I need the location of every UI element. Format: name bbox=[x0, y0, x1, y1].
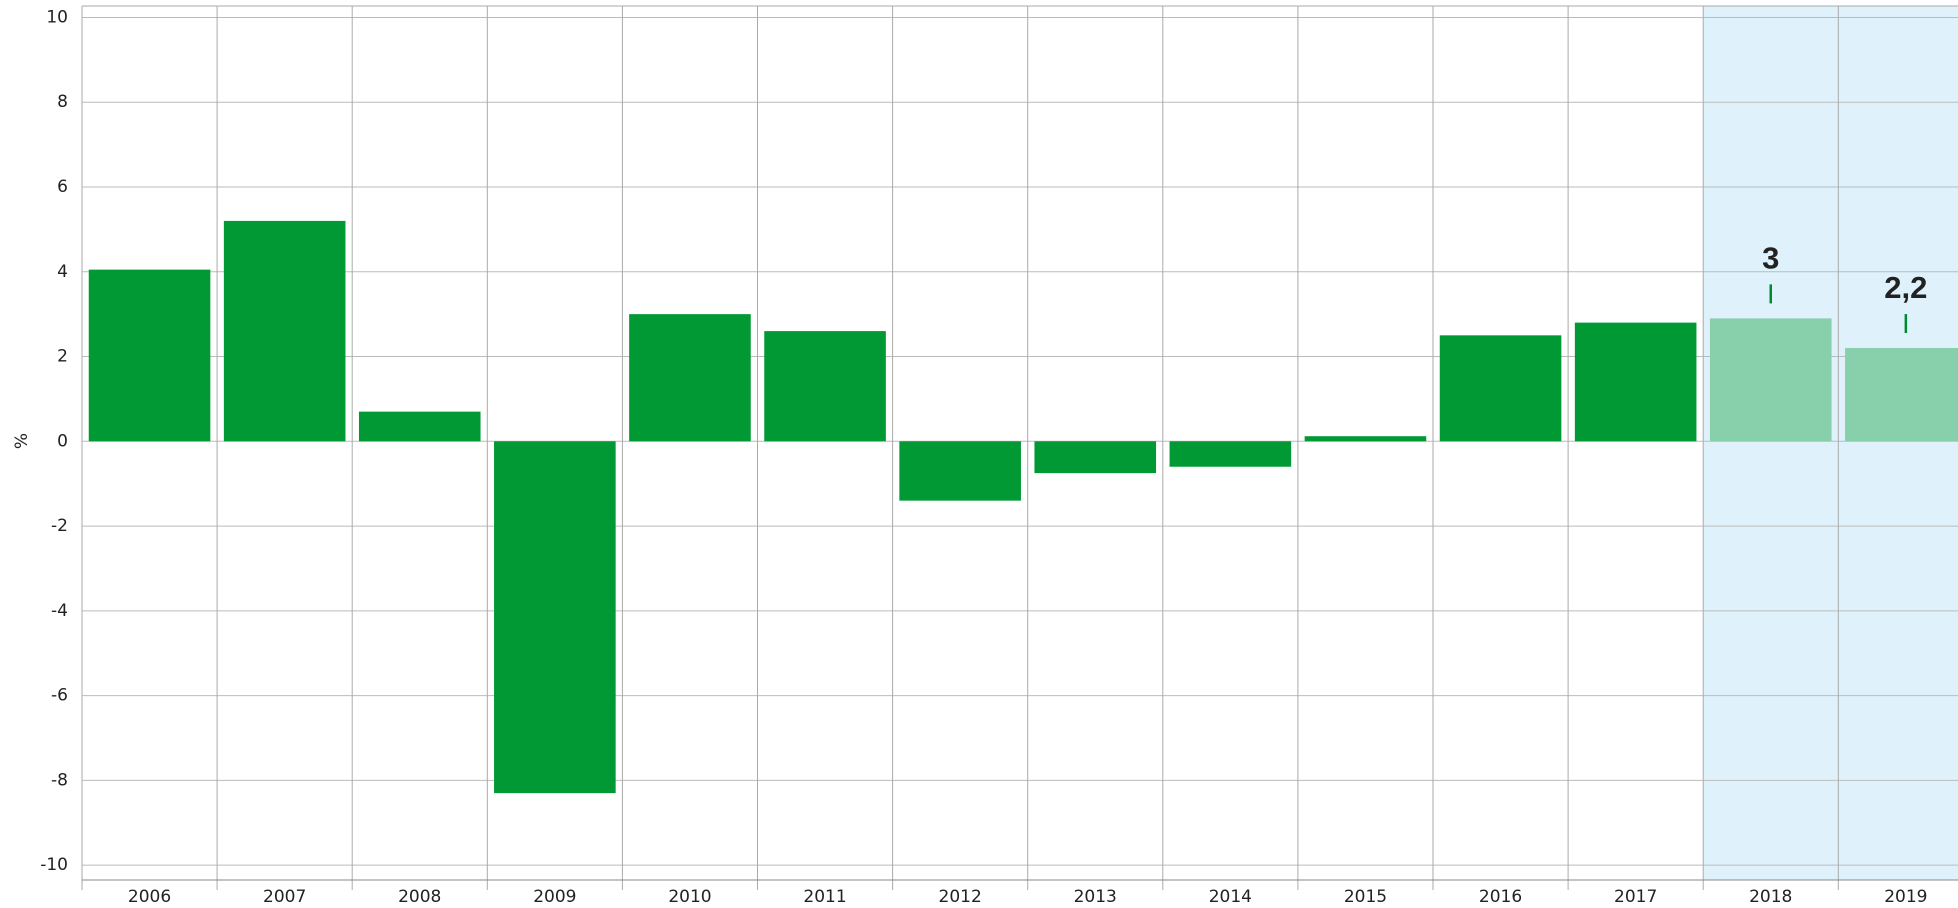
x-tick-label: 2009 bbox=[533, 887, 576, 907]
x-tick-label: 2011 bbox=[803, 887, 846, 907]
bar bbox=[1304, 436, 1427, 442]
bar bbox=[494, 441, 616, 794]
bar bbox=[1574, 322, 1697, 442]
bar bbox=[1034, 441, 1157, 474]
x-tick-label: 2006 bbox=[128, 887, 171, 907]
y-tick-label: 10 bbox=[46, 7, 68, 27]
y-tick-label: -6 bbox=[51, 686, 68, 706]
y-tick-label: 0 bbox=[57, 431, 68, 451]
y-tick-label: -8 bbox=[51, 770, 68, 790]
y-tick-label: 8 bbox=[57, 92, 68, 112]
x-tick-label: 2014 bbox=[1209, 887, 1252, 907]
x-tick-label: 2013 bbox=[1074, 887, 1117, 907]
bar bbox=[764, 331, 886, 442]
x-tick-label: 2016 bbox=[1479, 887, 1522, 907]
y-tick-label: -2 bbox=[51, 516, 68, 536]
bar bbox=[223, 220, 346, 442]
y-tick-label: 4 bbox=[57, 262, 68, 282]
y-tick-label: 2 bbox=[57, 347, 68, 367]
y-tick-label: -4 bbox=[51, 601, 68, 621]
shaded-band bbox=[1838, 6, 1958, 880]
x-tick-label: 2015 bbox=[1344, 887, 1387, 907]
shaded-band bbox=[1703, 6, 1839, 880]
bar bbox=[88, 269, 211, 442]
y-tick-label: -10 bbox=[40, 855, 68, 875]
x-tick-label: 2017 bbox=[1614, 887, 1657, 907]
bar bbox=[899, 441, 1021, 501]
bar bbox=[1439, 335, 1562, 442]
value-label: 2,2 bbox=[1884, 270, 1927, 305]
x-tick-label: 2018 bbox=[1749, 887, 1792, 907]
bar bbox=[1169, 441, 1292, 467]
x-tick-label: 2010 bbox=[668, 887, 711, 907]
bar bbox=[1845, 348, 1958, 442]
y-tick-label: 6 bbox=[57, 177, 68, 197]
x-tick-label: 2008 bbox=[398, 887, 441, 907]
x-tick-label: 2019 bbox=[1884, 887, 1927, 907]
x-tick-label: 2012 bbox=[939, 887, 982, 907]
y-axis-label: % bbox=[12, 433, 32, 449]
x-tick-label: 2007 bbox=[263, 887, 306, 907]
value-label: 3 bbox=[1762, 241, 1779, 276]
bar bbox=[1709, 318, 1832, 442]
bar bbox=[629, 314, 751, 442]
bar bbox=[358, 411, 481, 442]
